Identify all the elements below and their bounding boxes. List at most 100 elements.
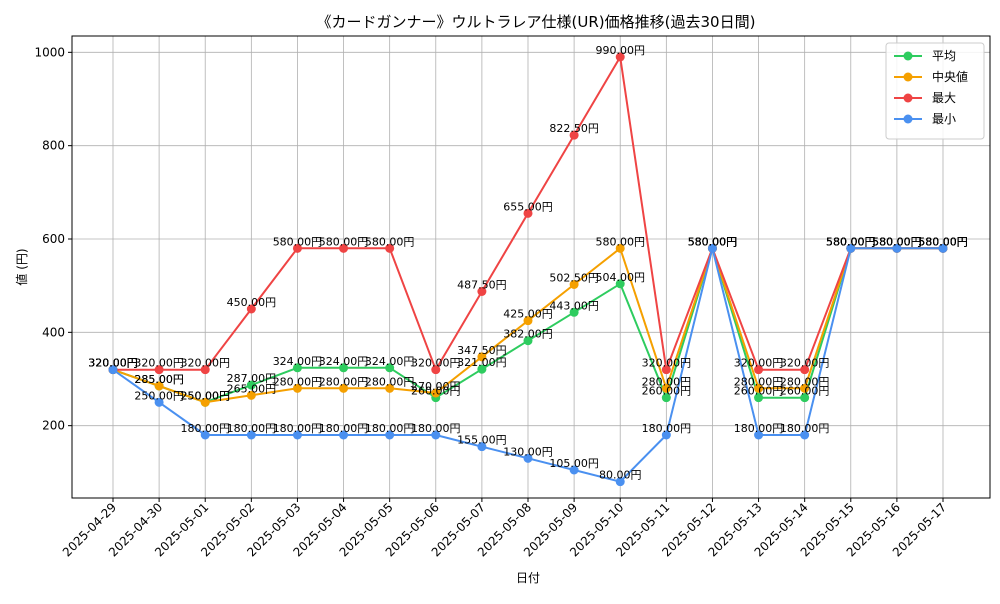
data-point [615,52,625,62]
data-label: 270.00円 [411,380,461,393]
data-label: 260.00円 [642,385,692,398]
data-label: 250.00円 [180,389,230,402]
data-point [477,364,487,374]
data-point [292,383,302,393]
data-point [569,307,579,317]
data-label: 580.00円 [365,235,415,248]
data-label: 580.00円 [688,235,738,248]
y-axis-ticks: 200 400 600 800 1000 [34,45,72,433]
data-point [523,453,533,463]
data-point [154,365,164,375]
legend-box [885,42,985,140]
data-point [108,365,118,375]
data-label: 280.00円 [319,375,369,388]
data-label: 260.00円 [780,385,830,398]
data-label: 320.00円 [642,357,692,370]
data-label: 265.00円 [227,382,277,395]
data-label: 180.00円 [734,422,784,435]
series-layer [108,52,948,487]
data-point [615,477,625,487]
series-4 [108,243,948,487]
data-point [569,280,579,289]
x-axis-label: 日付 [516,571,540,585]
data-point [800,383,810,393]
plot-frame [71,35,991,499]
data-point [154,381,164,391]
data-label: 180.00円 [273,422,323,435]
data-label: 287.00円 [227,372,277,385]
data-point [661,365,671,375]
legend-item: 最小 [894,112,956,126]
data-point [200,365,210,375]
data-point [339,363,349,373]
data-point [292,243,302,253]
data-label: 260.00円 [411,385,461,398]
data-point [938,243,948,253]
data-point [615,279,625,289]
data-label: 580.00円 [319,235,369,248]
data-point [431,388,441,398]
data-point [339,243,349,253]
data-label: 502.50円 [549,272,599,285]
data-label: 280.00円 [365,375,415,388]
data-label: 580.00円 [595,235,645,248]
legend-swatch-marker [903,114,913,124]
data-label: 285.00円 [134,373,184,386]
data-point [154,397,164,407]
x-axis-ticks: 2025-04-292025-04-302025-05-012025-05-02… [60,498,949,559]
data-label: 250.00円 [134,389,184,402]
data-point [385,243,395,253]
legend-swatch-marker [903,72,913,82]
legend-label: 最小 [932,112,956,126]
data-label: 580.00円 [273,235,323,248]
data-point [661,393,671,403]
data-point [661,430,671,440]
data-label: 130.00円 [503,445,553,458]
data-point [477,352,487,362]
data-label: 443.00円 [549,299,599,312]
data-label: 580.00円 [872,235,922,248]
y-tick-label: 800 [42,139,65,153]
data-label: 280.00円 [642,375,692,388]
legend-label: 最大 [932,91,956,105]
legend-label: 平均 [932,49,956,63]
data-label: 425.00円 [503,308,553,321]
data-point [431,365,441,375]
y-tick-label: 1000 [34,45,65,59]
data-label: 382.00円 [503,328,553,341]
data-label: 320.00円 [734,357,784,370]
data-point [569,465,579,475]
data-label: 580.00円 [826,235,876,248]
data-label: 580.00円 [872,235,922,248]
data-point [754,383,764,393]
data-label: 580.00円 [918,235,968,248]
data-label: 280.00円 [734,375,784,388]
data-label: 504.00円 [595,271,645,284]
data-point [846,243,856,253]
data-label: 250.00円 [180,389,230,402]
legend-swatch-marker [903,51,913,61]
legend-item: 中央値 [894,69,968,84]
data-point [892,243,902,253]
data-point [339,430,349,440]
data-point [523,208,533,218]
data-label: 320.00円 [88,357,138,370]
grid-layer [72,36,990,498]
data-label: 580.00円 [918,235,968,248]
data-point [477,442,487,452]
data-point [246,380,256,390]
data-point [200,430,210,440]
legend-item: 平均 [894,49,956,63]
legend-item: 最大 [894,91,956,105]
data-label: 580.00円 [826,235,876,248]
data-label: 105.00円 [549,457,599,470]
data-point [477,287,487,296]
data-label: 180.00円 [642,422,692,435]
data-point [800,430,810,440]
data-label: 180.00円 [780,422,830,435]
data-point [385,383,395,393]
data-label-layer: 320.00円285.00円250.00円287.00円324.00円324.0… [88,44,968,482]
data-label: 320.00円 [180,357,230,370]
y-tick-label: 400 [42,325,65,339]
